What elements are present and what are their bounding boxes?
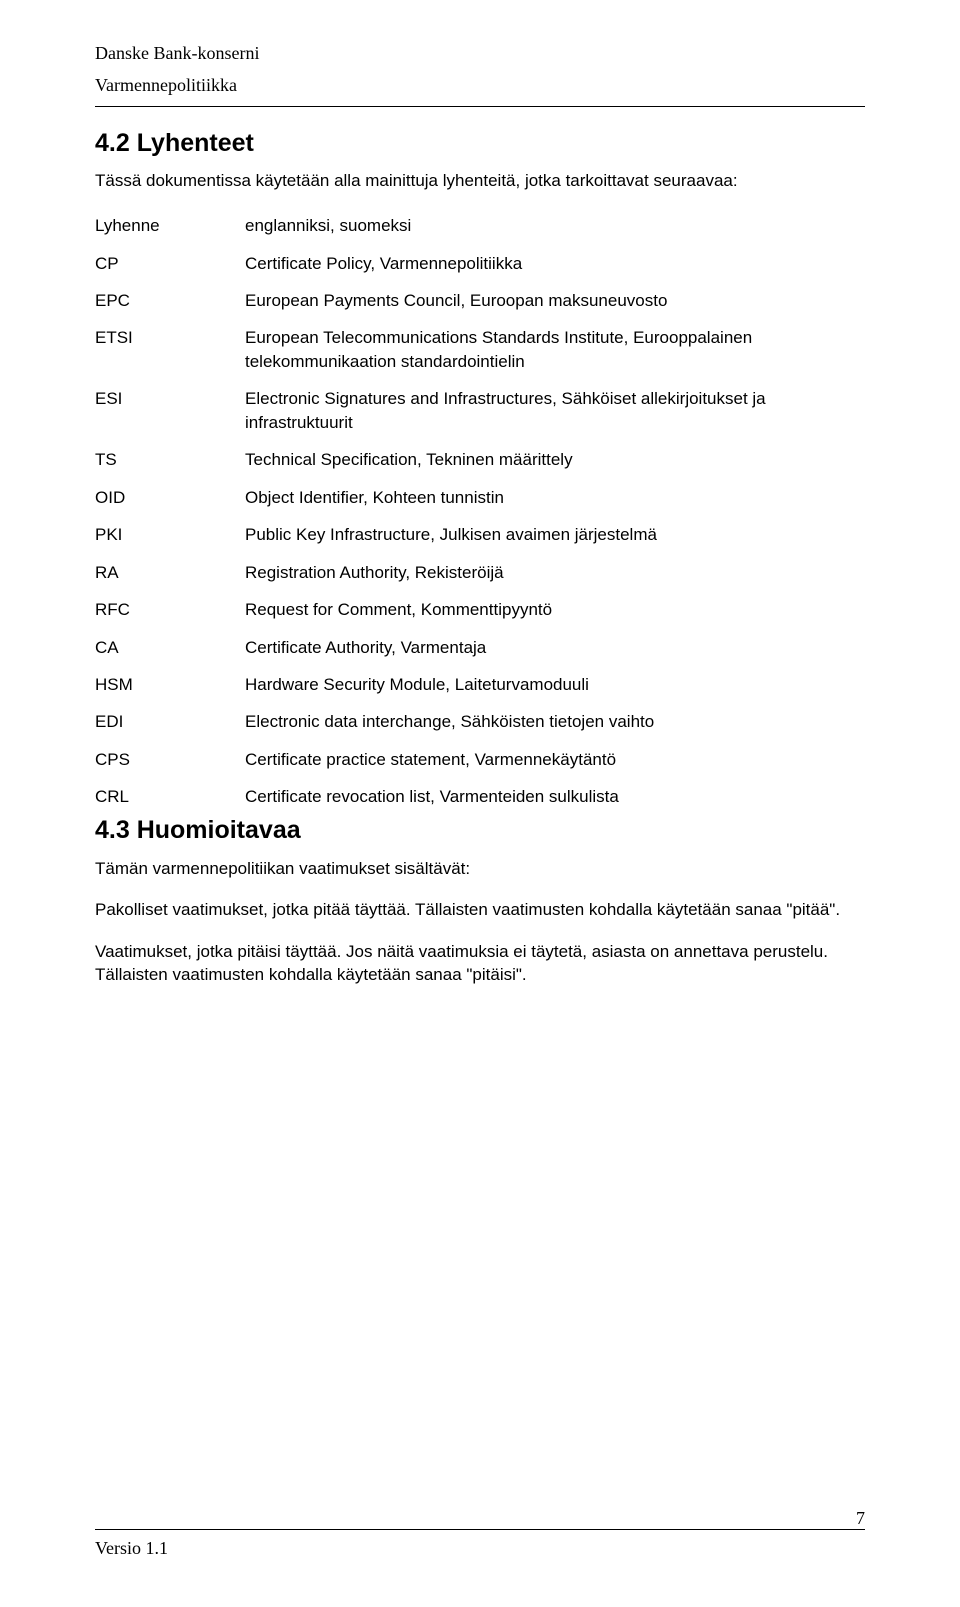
table-row: OIDObject Identifier, Kohteen tunnistin bbox=[95, 479, 865, 516]
section-4-3-title: 4.3 Huomioitavaa bbox=[95, 816, 865, 845]
header-rule bbox=[95, 106, 865, 107]
section-4-3-p3: Vaatimukset, jotka pitäisi täyttää. Jos … bbox=[95, 940, 865, 987]
section-4-2-intro: Tässä dokumentissa käytetään alla mainit… bbox=[95, 170, 865, 193]
table-row: RFCRequest for Comment, Kommenttipyyntö bbox=[95, 591, 865, 628]
abbr-cell: ETSI bbox=[95, 319, 245, 380]
meaning-cell: Hardware Security Module, Laiteturvamodu… bbox=[245, 666, 865, 703]
meaning-cell: Certificate Policy, Varmennepolitiikka bbox=[245, 245, 865, 282]
meaning-cell: Public Key Infrastructure, Julkisen avai… bbox=[245, 516, 865, 553]
abbr-cell: CPS bbox=[95, 741, 245, 778]
section-4-3-p2: Pakolliset vaatimukset, jotka pitää täyt… bbox=[95, 898, 865, 921]
abbr-cell: EPC bbox=[95, 282, 245, 319]
table-header-row: Lyhenne englanniksi, suomeksi bbox=[95, 207, 865, 244]
section-4-2-title: 4.2 Lyhenteet bbox=[95, 129, 865, 158]
table-row: TSTechnical Specification, Tekninen määr… bbox=[95, 441, 865, 478]
abbr-cell: OID bbox=[95, 479, 245, 516]
col-header-abbr: Lyhenne bbox=[95, 207, 245, 244]
col-header-meaning: englanniksi, suomeksi bbox=[245, 207, 865, 244]
page-number: 7 bbox=[856, 1508, 865, 1529]
table-row: EDIElectronic data interchange, Sähköist… bbox=[95, 703, 865, 740]
page-footer: Versio 1.1 bbox=[95, 1529, 865, 1559]
section-4-3-p1: Tämän varmennepolitiikan vaatimukset sis… bbox=[95, 857, 865, 880]
meaning-cell: Certificate Authority, Varmentaja bbox=[245, 629, 865, 666]
abbr-cell: CP bbox=[95, 245, 245, 282]
page-header: Danske Bank-konserni Varmennepolitiikka bbox=[95, 40, 865, 107]
header-org: Danske Bank-konserni bbox=[95, 40, 865, 66]
meaning-cell: Registration Authority, Rekisteröijä bbox=[245, 554, 865, 591]
table-row: CRLCertificate revocation list, Varmente… bbox=[95, 778, 865, 815]
table-row: CACertificate Authority, Varmentaja bbox=[95, 629, 865, 666]
meaning-cell: Electronic data interchange, Sähköisten … bbox=[245, 703, 865, 740]
footer-rule bbox=[95, 1529, 865, 1530]
table-row: RARegistration Authority, Rekisteröijä bbox=[95, 554, 865, 591]
abbreviation-table: Lyhenne englanniksi, suomeksi CPCertific… bbox=[95, 207, 865, 816]
meaning-cell: Certificate practice statement, Varmenne… bbox=[245, 741, 865, 778]
meaning-cell: European Telecommunications Standards In… bbox=[245, 319, 865, 380]
meaning-cell: Technical Specification, Tekninen määrit… bbox=[245, 441, 865, 478]
table-row: PKIPublic Key Infrastructure, Julkisen a… bbox=[95, 516, 865, 553]
abbr-cell: TS bbox=[95, 441, 245, 478]
abbr-cell: CRL bbox=[95, 778, 245, 815]
page: Danske Bank-konserni Varmennepolitiikka … bbox=[0, 0, 960, 1607]
footer-row: Versio 1.1 bbox=[95, 1538, 865, 1559]
abbr-cell: CA bbox=[95, 629, 245, 666]
footer-version: Versio 1.1 bbox=[95, 1538, 168, 1559]
abbr-cell: RA bbox=[95, 554, 245, 591]
header-doctype: Varmennepolitiikka bbox=[95, 72, 865, 98]
table-row: ETSIEuropean Telecommunications Standard… bbox=[95, 319, 865, 380]
section-4-3-body: Tämän varmennepolitiikan vaatimukset sis… bbox=[95, 857, 865, 987]
abbr-cell: RFC bbox=[95, 591, 245, 628]
abbr-cell: PKI bbox=[95, 516, 245, 553]
meaning-cell: Certificate revocation list, Varmenteide… bbox=[245, 778, 865, 815]
meaning-cell: European Payments Council, Euroopan maks… bbox=[245, 282, 865, 319]
abbr-cell: ESI bbox=[95, 380, 245, 441]
abbr-cell: EDI bbox=[95, 703, 245, 740]
table-row: HSMHardware Security Module, Laiteturvam… bbox=[95, 666, 865, 703]
meaning-cell: Request for Comment, Kommenttipyyntö bbox=[245, 591, 865, 628]
table-row: CPSCertificate practice statement, Varme… bbox=[95, 741, 865, 778]
abbr-cell: HSM bbox=[95, 666, 245, 703]
meaning-cell: Electronic Signatures and Infrastructure… bbox=[245, 380, 865, 441]
meaning-cell: Object Identifier, Kohteen tunnistin bbox=[245, 479, 865, 516]
table-row: ESIElectronic Signatures and Infrastruct… bbox=[95, 380, 865, 441]
table-row: EPCEuropean Payments Council, Euroopan m… bbox=[95, 282, 865, 319]
table-row: CPCertificate Policy, Varmennepolitiikka bbox=[95, 245, 865, 282]
